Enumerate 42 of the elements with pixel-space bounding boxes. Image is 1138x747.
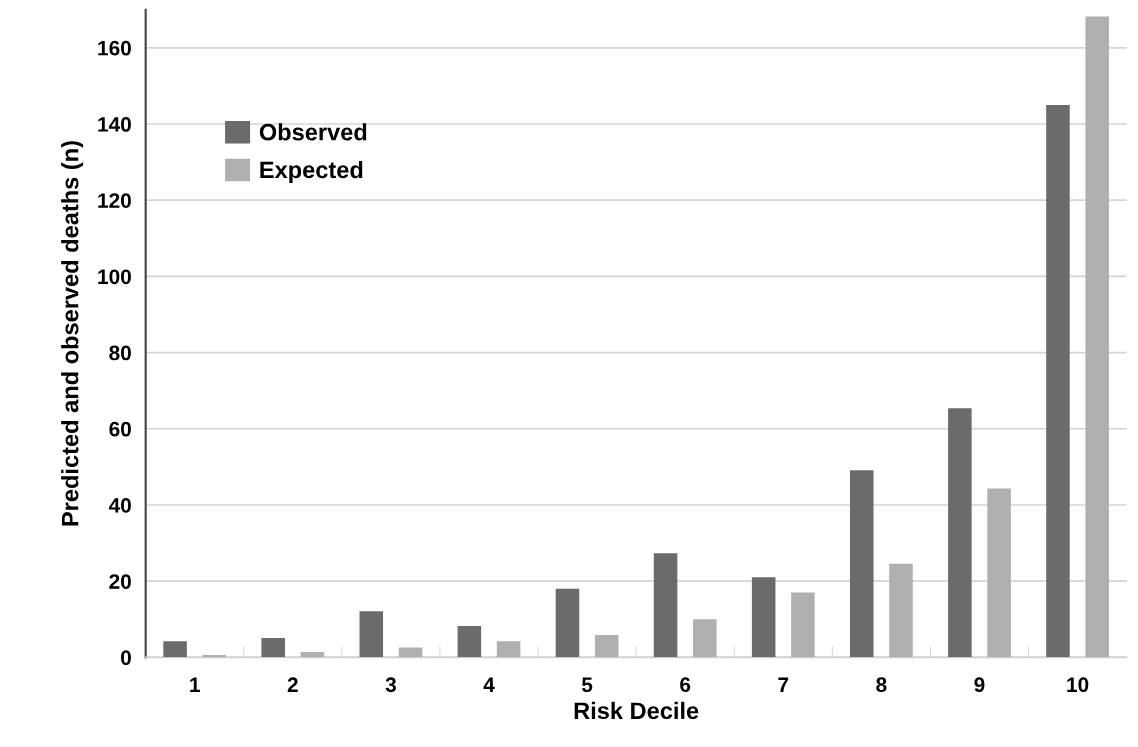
y-tick-label: 160: [98, 40, 131, 56]
bar: [398, 647, 423, 658]
bar: [653, 553, 678, 658]
bar: [555, 588, 580, 658]
bar: [496, 641, 521, 658]
y-tick-label: 80: [109, 345, 131, 361]
bar: [948, 408, 972, 658]
legend-label: Observed: [259, 123, 367, 141]
bar: [889, 563, 913, 658]
x-tick-label: 1: [190, 677, 200, 692]
x-tick-label: 3: [385, 677, 396, 693]
x-tick-label: 7: [778, 677, 789, 692]
bar: [849, 470, 874, 658]
bar: [1046, 104, 1070, 658]
bar: [751, 577, 776, 658]
bar: [693, 619, 717, 658]
y-axis-title: Predicted and observed deaths (n): [61, 141, 84, 526]
bar: [261, 637, 285, 658]
bar: [163, 641, 187, 658]
x-tick-label: 8: [876, 677, 887, 693]
y-tick-label: 60: [109, 421, 131, 437]
x-tick-label: 6: [680, 677, 691, 693]
y-tick-label: 0: [121, 650, 131, 666]
legend-label: Expected: [260, 160, 363, 183]
bar: [457, 626, 482, 658]
x-tick-label: 9: [974, 677, 985, 693]
bar: [791, 592, 815, 658]
bar: [987, 488, 1011, 658]
x-tick-label: 10: [1067, 677, 1089, 693]
bar: [1085, 16, 1109, 658]
y-tick-label: 40: [108, 497, 131, 513]
y-tick-label: 140: [98, 117, 131, 132]
x-tick-label: 5: [581, 677, 593, 693]
x-axis-title: Risk Decile: [574, 701, 699, 720]
bar: [359, 611, 384, 658]
x-tick-label: 4: [483, 677, 495, 692]
y-tick-label: 120: [98, 193, 131, 208]
bar: [594, 634, 619, 658]
y-tick-label: 100: [98, 269, 131, 285]
y-tick-label: 20: [109, 574, 131, 589]
x-tick-label: 2: [287, 677, 298, 692]
bar: [300, 652, 325, 658]
